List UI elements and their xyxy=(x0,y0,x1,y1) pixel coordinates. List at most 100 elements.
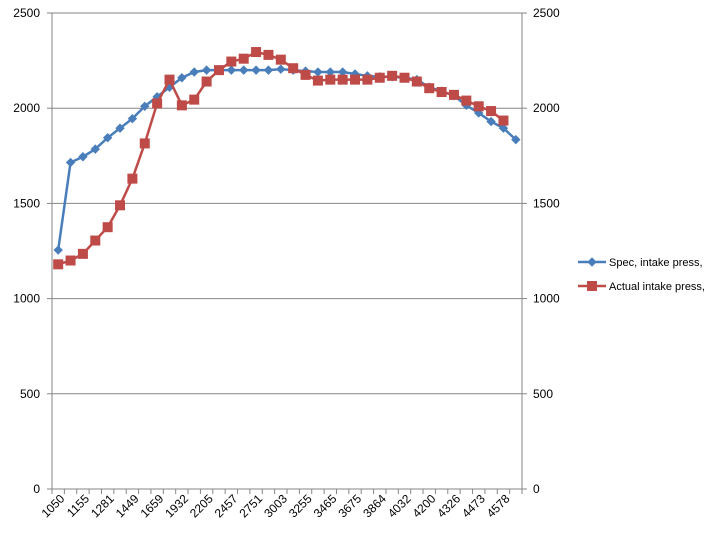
data-point-diamond xyxy=(511,134,521,145)
data-point-square xyxy=(226,56,237,67)
data-point-square xyxy=(189,94,200,105)
left-y-tick-label: 2000 xyxy=(13,101,40,115)
x-tick-label: 4326 xyxy=(434,491,463,520)
x-tick-label: 3465 xyxy=(311,491,340,520)
x-tick-label: 1659 xyxy=(138,491,167,520)
x-tick-label: 4032 xyxy=(385,491,414,520)
x-tick-label: 2751 xyxy=(236,491,265,520)
legend-label: Spec, intake press, xyxy=(609,257,703,269)
data-point-diamond xyxy=(498,123,509,133)
data-point-square xyxy=(399,72,410,83)
x-tick-label: 4473 xyxy=(459,491,488,520)
data-point-square xyxy=(473,101,484,112)
right-y-tick-label: 1500 xyxy=(533,196,560,210)
data-point-diamond xyxy=(90,144,100,154)
data-point-square xyxy=(251,47,262,58)
data-point-diamond xyxy=(201,65,212,75)
data-point-square xyxy=(102,222,113,233)
data-point-square xyxy=(164,74,175,85)
data-point-square xyxy=(436,87,447,98)
series-line xyxy=(56,67,517,251)
data-point-square xyxy=(374,72,385,83)
data-point-square xyxy=(263,49,274,60)
left-y-tick-label: 0 xyxy=(33,482,40,496)
legend-label: Actual intake press, xyxy=(609,281,705,293)
legend-marker-diamond xyxy=(587,257,597,267)
data-point-square xyxy=(238,53,249,64)
data-point-square xyxy=(312,75,323,86)
series-line xyxy=(57,50,505,266)
x-tick-label: 3255 xyxy=(286,491,315,520)
data-point-diamond xyxy=(53,245,63,255)
data-point-square xyxy=(275,54,286,65)
series-actual-intake-press xyxy=(53,47,509,270)
data-point-diamond xyxy=(313,67,323,77)
left-y-axis-ticks: 0 500 1000 1500 2000 2500 xyxy=(13,6,52,496)
left-y-tick-label: 1500 xyxy=(13,196,40,210)
data-point-square xyxy=(300,69,311,80)
data-point-diamond xyxy=(78,152,88,162)
right-y-tick-label: 2500 xyxy=(533,6,560,20)
data-point-square xyxy=(65,255,76,266)
data-point-square xyxy=(53,259,64,270)
x-tick-label: 2457 xyxy=(212,491,241,520)
data-point-square xyxy=(461,95,472,106)
x-tick-label: 3003 xyxy=(261,491,290,520)
data-point-diamond xyxy=(251,65,261,75)
x-tick-label: 4200 xyxy=(410,491,439,520)
legend-item: Actual intake press, xyxy=(578,281,705,293)
data-point-square xyxy=(77,248,88,259)
data-point-diamond xyxy=(102,133,113,143)
x-tick-label: 1449 xyxy=(113,491,142,520)
data-point-diamond xyxy=(263,65,274,75)
data-point-square xyxy=(325,74,336,85)
data-point-square xyxy=(152,98,163,109)
right-y-tick-label: 2000 xyxy=(533,101,560,115)
data-point-square xyxy=(213,65,224,76)
data-point-diamond xyxy=(127,113,138,124)
x-tick-label: 1932 xyxy=(162,491,191,520)
x-tick-label: 3864 xyxy=(360,491,389,520)
x-tick-label: 1281 xyxy=(88,491,117,520)
data-point-square xyxy=(90,235,101,246)
data-point-square xyxy=(362,74,373,85)
axes xyxy=(51,13,523,490)
legend: Spec, intake press, Actual intake press, xyxy=(578,257,705,293)
legend-marker-square xyxy=(587,281,597,291)
gridlines xyxy=(52,12,522,395)
x-tick-label: 1050 xyxy=(39,491,68,520)
data-point-diamond xyxy=(239,65,249,75)
right-y-tick-label: 1000 xyxy=(533,292,560,306)
data-point-square xyxy=(176,100,187,111)
data-point-diamond xyxy=(115,123,125,133)
legend-item: Spec, intake press, xyxy=(578,257,703,269)
data-point-diamond xyxy=(189,67,199,77)
data-point-square xyxy=(411,76,422,87)
x-axis-ticks: 1050115512811449165919322205245727513003… xyxy=(39,489,523,520)
left-y-tick-label: 500 xyxy=(20,387,40,401)
data-point-square xyxy=(127,173,138,184)
data-point-square xyxy=(201,76,212,87)
left-y-tick-label: 2500 xyxy=(13,6,40,20)
x-tick-label: 4578 xyxy=(484,491,513,520)
data-point-square xyxy=(424,83,435,94)
x-tick-label: 2205 xyxy=(187,491,216,520)
data-point-square xyxy=(448,89,459,100)
data-point-square xyxy=(486,106,497,117)
x-tick-label: 3675 xyxy=(335,491,364,520)
data-point-square xyxy=(498,115,509,126)
series-group xyxy=(53,47,521,270)
data-point-diamond xyxy=(276,64,286,74)
data-point-diamond xyxy=(226,65,237,75)
data-point-square xyxy=(350,74,361,85)
data-point-diamond xyxy=(65,157,76,168)
data-point-diamond xyxy=(140,101,150,112)
data-point-square xyxy=(337,74,348,85)
data-point-square xyxy=(139,138,150,149)
data-point-diamond xyxy=(486,116,496,127)
data-point-square xyxy=(387,70,398,81)
right-y-tick-label: 500 xyxy=(533,387,553,401)
data-point-diamond xyxy=(177,73,187,83)
